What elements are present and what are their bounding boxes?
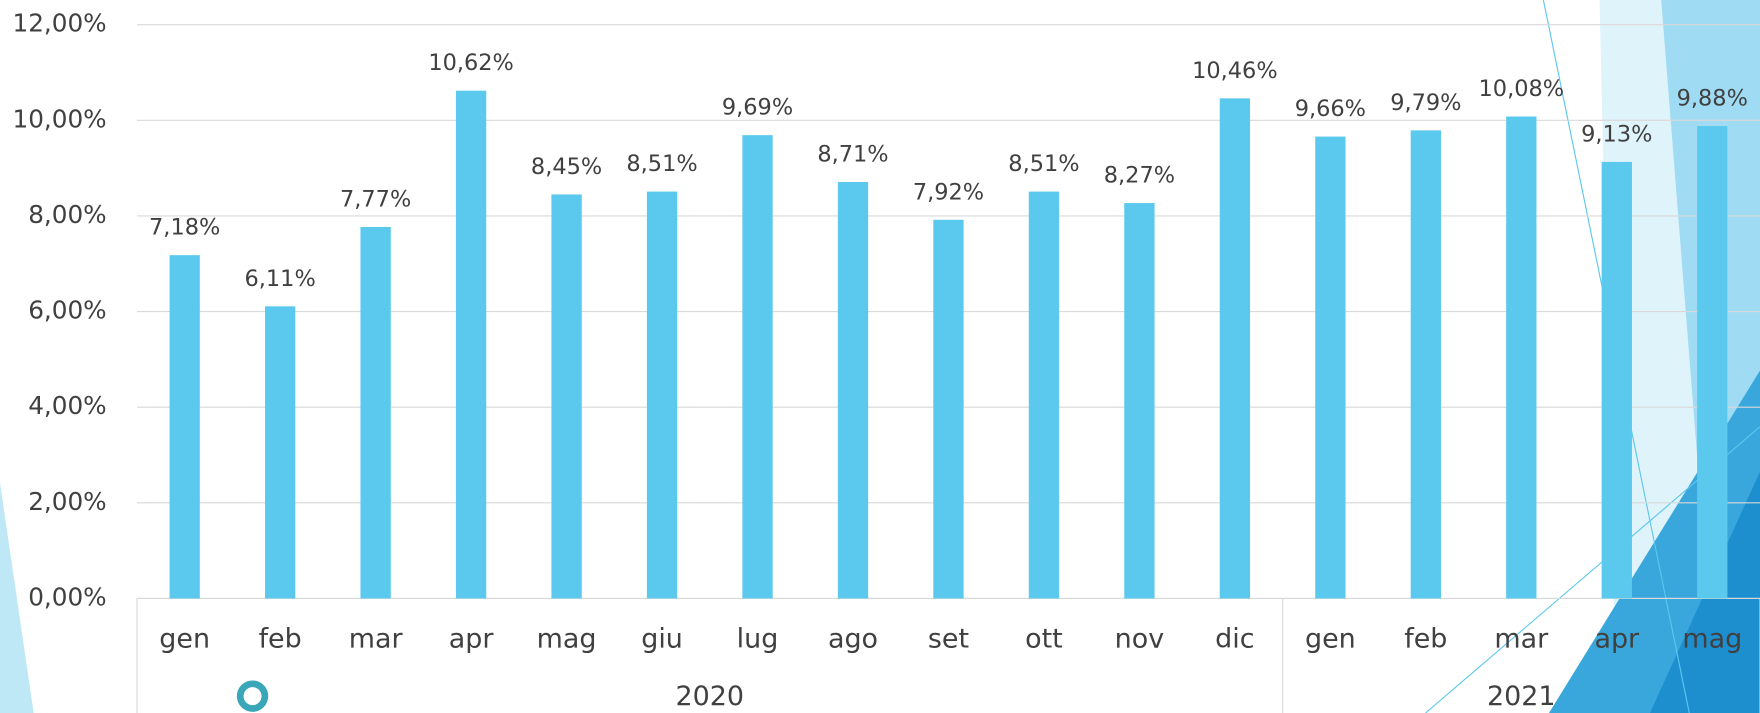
data-label: 7,18% [149, 215, 220, 241]
x-tick-label: apr [449, 624, 495, 655]
data-label: 7,77% [340, 187, 411, 213]
grid: 0,00% 2,00% 4,00% 6,00% 8,00% 10,00% 12,00% 202… [13, 9, 1760, 713]
data-label: 8,51% [1008, 151, 1079, 177]
data-label: 6,11% [245, 266, 316, 292]
bar [1219, 98, 1251, 599]
bar [169, 255, 200, 599]
bar [551, 194, 582, 599]
bar [837, 182, 869, 599]
data-label: 9,13% [1581, 121, 1652, 147]
bar [1410, 130, 1441, 599]
bar [1601, 161, 1632, 599]
data-label: 8,45% [531, 154, 602, 180]
x-tick-label: feb [259, 624, 302, 655]
data-label: 8,71% [817, 142, 888, 168]
data-label: 9,88% [1677, 86, 1748, 112]
bar [933, 219, 964, 599]
bar [1315, 136, 1346, 599]
x-tick-label: mag [1682, 624, 1742, 655]
x-tick-label: dic [1215, 624, 1254, 655]
y-tick-label: 2,00% [28, 487, 106, 516]
bar [455, 90, 487, 599]
marks: 7,18% 6,11% 7,77% 10,62% 8,45% 8,51% 9,69% 8,71… [149, 50, 1748, 599]
data-label: 8,51% [626, 151, 697, 177]
x-tick-label: ago [828, 624, 878, 655]
data-label: 10,62% [428, 50, 514, 76]
data-label: 10,46% [1192, 58, 1278, 84]
x-tick-label: giu [641, 624, 683, 655]
y-tick-label: 0,00% [28, 582, 106, 611]
bar [360, 226, 391, 599]
data-label: 10,08% [1479, 76, 1565, 102]
data-label: 8,27% [1104, 163, 1175, 189]
data-label: 9,69% [722, 95, 793, 121]
x-tick-label: mar [1494, 624, 1549, 655]
x-tick-label: nov [1115, 624, 1165, 655]
x-group-label: 2020 [676, 681, 745, 712]
y-tick-label: 10,00% [13, 104, 107, 133]
bar [264, 306, 296, 599]
y-tick-label: 4,00% [28, 391, 106, 420]
x-group-label: 2021 [1487, 681, 1556, 712]
y-tick-label: 6,00% [28, 296, 106, 325]
data-label: 9,79% [1390, 90, 1461, 116]
bar [1028, 191, 1060, 599]
bar [1124, 203, 1155, 599]
x-tick-label: feb [1404, 624, 1447, 655]
bar [1697, 126, 1728, 599]
x-tick-label: set [928, 624, 969, 655]
y-tick-label: 8,00% [28, 200, 106, 229]
x-tick-label: mag [537, 624, 597, 655]
x-tick-label: apr [1594, 624, 1640, 655]
x-tick-label: gen [1305, 624, 1356, 655]
bar [646, 191, 678, 599]
x-tick-label: gen [159, 624, 210, 655]
x-tick-label: ott [1025, 624, 1063, 655]
x-tick-label: lug [737, 624, 779, 655]
x-tick-label: mar [349, 624, 404, 655]
y-tick-label: 12,00% [13, 9, 107, 38]
bar [742, 135, 773, 599]
data-label: 9,66% [1295, 96, 1366, 122]
bar [1506, 116, 1537, 599]
data-label: 7,92% [913, 179, 984, 205]
